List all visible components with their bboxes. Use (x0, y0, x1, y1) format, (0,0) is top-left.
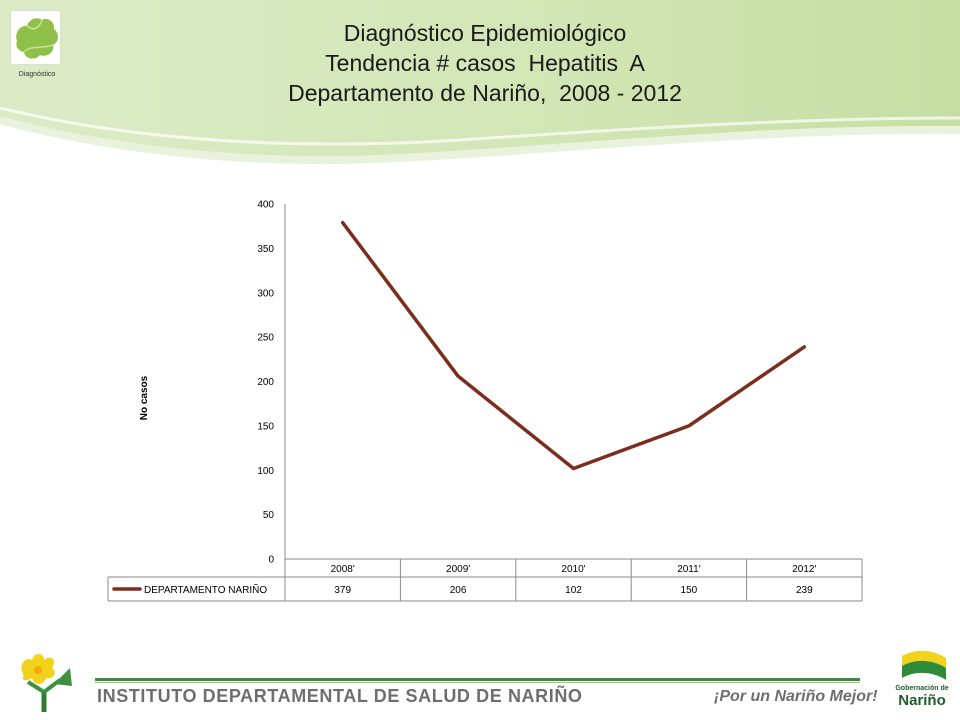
legend-label: DEPARTAMENTO NARIÑO (144, 583, 267, 596)
narino-map-icon (16, 18, 59, 59)
footer-slogan: ¡Por un Nariño Mejor! (714, 688, 878, 705)
y-tick-label: 400 (257, 200, 274, 211)
series-line-departamento-narino (340, 220, 807, 471)
data-label: 379 (334, 585, 351, 596)
title-line-2: Tendencia # casos Hepatitis A (325, 50, 645, 76)
title-line-1: Diagnóstico Epidemiológico (343, 20, 627, 46)
header-logo (10, 10, 61, 65)
y-tick-label: 350 (257, 244, 274, 255)
data-label: 206 (450, 585, 467, 596)
chart-data-table: 2008' 379 2009' 206 2010' 102 2011' 150 2012' 239 (107, 558, 863, 602)
gobernacion-name: Nariño (898, 692, 946, 709)
gobernacion-label: Gobernación de (895, 685, 949, 692)
flower-logo-icon (21, 654, 72, 712)
footer-institute-name: INSTITUTO DEPARTAMENTAL DE SALUD DE NARI… (97, 686, 583, 706)
y-tick-label: 150 (257, 421, 274, 432)
x-tick-label: 2012' (792, 564, 816, 575)
header-logo-caption: Diagnóstico (18, 71, 56, 78)
data-label: 102 (565, 585, 582, 596)
chart-legend: DEPARTAMENTO NARIÑO (112, 583, 267, 596)
x-tick-label: 2009' (446, 564, 470, 575)
y-axis-label: No casos (139, 375, 150, 420)
y-tick-label: 250 (257, 333, 274, 344)
y-tick-label: 100 (257, 466, 274, 477)
header-background (0, 0, 960, 165)
x-tick-label: 2008' (331, 564, 355, 575)
data-label: 239 (796, 585, 813, 596)
y-tick-label: 200 (257, 377, 274, 388)
y-tick-label: 300 (257, 288, 274, 299)
y-tick-label: 50 (263, 510, 275, 521)
y-axis-ticks: 0 50 100 150 200 250 300 350 400 (257, 200, 274, 566)
footer-rule-thin (95, 682, 860, 683)
title-line-3: Departamento de Nariño, 2008 - 2012 (288, 80, 682, 106)
data-label: 150 (681, 585, 698, 596)
gobernacion-flag-icon (902, 650, 946, 680)
page-title: Diagnóstico Epidemiológico Tendencia # c… (200, 18, 770, 108)
footer-rule (95, 678, 860, 681)
x-tick-label: 2010' (561, 564, 585, 575)
y-tick-label: 0 (268, 555, 274, 566)
x-tick-label: 2011' (677, 564, 701, 575)
